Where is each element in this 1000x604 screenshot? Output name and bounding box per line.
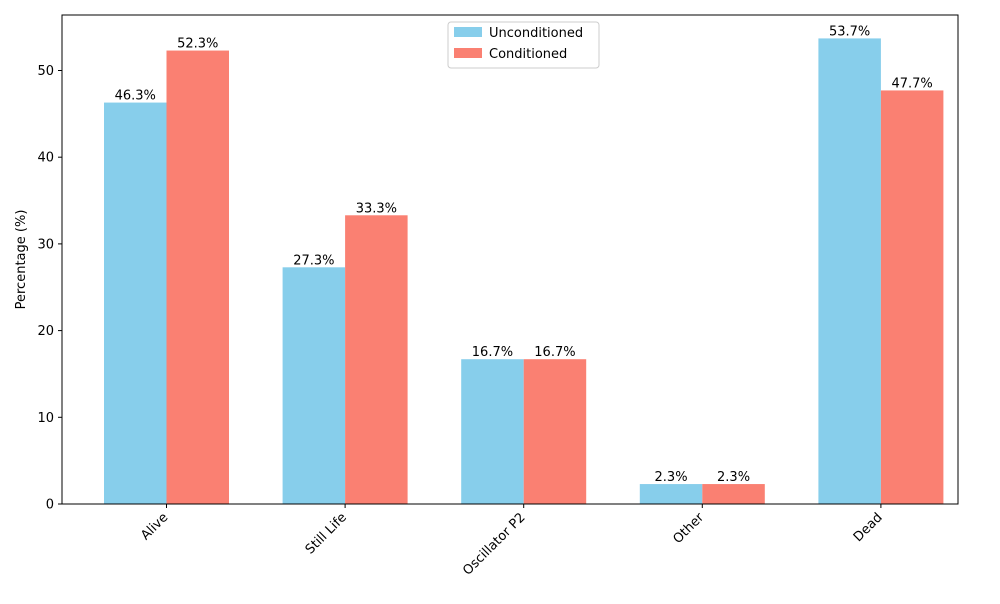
plot-frame [61, 14, 959, 505]
bar-unconditioned-4 [818, 38, 881, 504]
y-axis: 0 10 20 30 40 50 [37, 64, 62, 513]
bar-conditioned-2 [523, 359, 587, 504]
bar-conditioned-1 [345, 215, 408, 504]
y-tick-label: 50 [37, 64, 54, 79]
y-tick-label: 40 [37, 151, 54, 166]
bar-conditioned-0 [166, 50, 229, 504]
data-label-unconditioned-1: 27.3% [293, 253, 334, 268]
bar-unconditioned-1 [282, 267, 346, 504]
bar-unconditioned-3 [639, 484, 703, 504]
legend-label-conditioned: Conditioned [489, 47, 567, 62]
x-tick-label: Oscillator P2 [460, 510, 528, 578]
bar-unconditioned-0 [104, 102, 167, 504]
y-tick-label: 0 [46, 498, 54, 513]
y-axis-label: Percentage (%) [14, 210, 29, 310]
x-tick-label: Dead [851, 510, 886, 545]
data-label-unconditioned-4: 53.7% [829, 24, 870, 39]
data-label-unconditioned-3: 2.3% [655, 470, 688, 485]
bars-layer [104, 38, 944, 505]
data-label-unconditioned-2: 16.7% [472, 345, 513, 360]
legend-box [447, 21, 600, 69]
legend-swatch-conditioned [454, 48, 482, 58]
data-label-conditioned-0: 52.3% [177, 37, 218, 52]
bar-conditioned-4 [880, 90, 944, 505]
y-tick-label: 20 [37, 324, 54, 339]
x-tick-label: Other [670, 510, 707, 547]
legend-label-unconditioned: Unconditioned [489, 26, 583, 41]
data-label-conditioned-1: 33.3% [356, 201, 397, 216]
legend: Unconditioned Conditioned [447, 21, 600, 69]
bar-unconditioned-2 [461, 359, 524, 504]
data-label-conditioned-2: 16.7% [534, 345, 575, 360]
x-axis: Alive Still Life Oscillator P2 Other Dead [138, 504, 886, 579]
bar-conditioned-3 [702, 484, 765, 504]
data-label-conditioned-3: 2.3% [717, 470, 750, 485]
x-tick-label: Alive [138, 510, 171, 543]
data-labels-layer: 46.3% 52.3% 27.3% 33.3% 16.7% 16.7% 2.3% 2.3% 53… [115, 24, 933, 485]
data-label-conditioned-4: 47.7% [891, 76, 932, 91]
y-tick-label: 10 [37, 411, 54, 426]
x-tick-label: Still Life [303, 510, 350, 557]
data-label-unconditioned-0: 46.3% [115, 89, 156, 104]
y-tick-label: 30 [37, 237, 54, 252]
legend-swatch-unconditioned [454, 27, 482, 37]
